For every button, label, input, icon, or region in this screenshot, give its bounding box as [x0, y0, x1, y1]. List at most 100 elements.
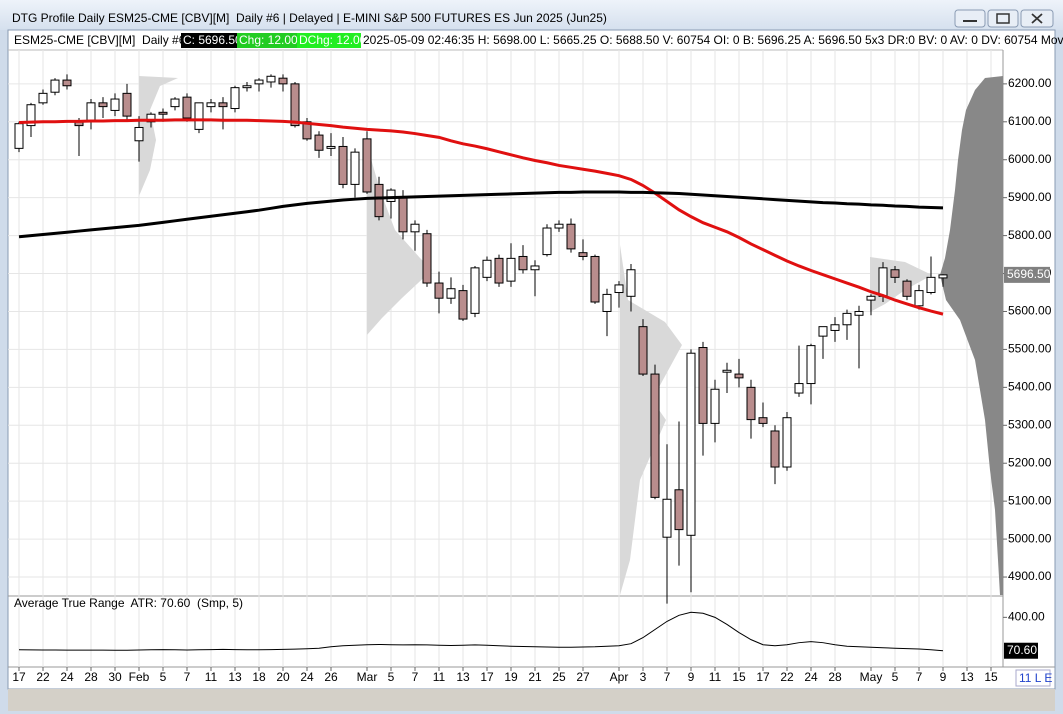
candle-body: [338, 145, 348, 185]
x-tick-label: 13: [228, 670, 242, 684]
x-tick-label: 30: [108, 670, 122, 684]
candle-body: [914, 290, 924, 307]
candle-body: [266, 75, 276, 83]
y-tick-label: 6100.00: [1008, 114, 1052, 128]
candle-body: [638, 326, 648, 375]
marks: [14, 74, 948, 652]
x-tick-label: 7: [664, 670, 671, 684]
y-tick-label: 6200.00: [1008, 76, 1052, 90]
candle-body: [134, 126, 144, 142]
x-tick-label: 15: [732, 670, 746, 684]
candle-body: [98, 102, 108, 108]
y-tick-label: 4900.00: [1008, 569, 1052, 583]
minimize-button[interactable]: [954, 9, 986, 28]
x-tick-label: 11: [709, 670, 722, 684]
header-details: 2025-05-09 02:46:35 H: 5698.00 L: 5665.2…: [363, 33, 1063, 47]
x-tick-label: 7: [412, 670, 419, 684]
x-tick-label: 17: [480, 670, 494, 684]
x-tick-label: 28: [84, 670, 98, 684]
close-badge: [181, 33, 237, 48]
status-badge[interactable]: [1015, 669, 1051, 687]
window-title: DTG Profile Daily ESM25-CME [CBV][M] Dai…: [12, 11, 607, 25]
candle-body: [518, 255, 528, 271]
moving-average: [18, 190, 944, 239]
candle-body: [818, 326, 828, 337]
candle-body: [578, 252, 588, 257]
candle-body: [734, 373, 744, 379]
candle-body: [602, 293, 612, 312]
y-tick-label: 5600.00: [1008, 304, 1052, 318]
y-tick-label: 6000.00: [1008, 152, 1052, 166]
x-tick-label: 21: [528, 670, 542, 684]
x-tick-label: 11: [205, 670, 218, 684]
close-icon: [1031, 13, 1043, 24]
candle-body: [542, 227, 552, 256]
y-tick-label: 5400.00: [1008, 380, 1052, 394]
candle-body: [398, 197, 408, 233]
candle-body: [470, 267, 480, 314]
candle-body: [242, 85, 252, 89]
candle-body: [362, 138, 372, 193]
moving-average: [18, 118, 944, 316]
candle-body: [50, 79, 60, 93]
last-price-label: 5696.50: [1007, 267, 1051, 281]
x-tick-label: 7: [184, 670, 191, 684]
x-tick-label: Feb: [129, 670, 150, 684]
y-tick-label: 5300.00: [1008, 417, 1052, 431]
x-tick-label: 27: [576, 670, 590, 684]
candle-body: [254, 79, 264, 85]
x-tick-label: 19: [504, 670, 518, 684]
x-tick-label: 3: [640, 670, 647, 684]
y-tick-label: 5800.00: [1008, 228, 1052, 242]
dchange-badge: [297, 33, 361, 48]
candle-body: [698, 347, 708, 424]
candle-body: [686, 352, 696, 536]
restore-button[interactable]: [987, 9, 1019, 28]
candle-body: [422, 233, 432, 284]
candle-body: [890, 269, 900, 278]
candle-body: [182, 96, 192, 119]
x-tick-label: 17: [756, 670, 770, 684]
candle-body: [626, 269, 636, 297]
y-tick-label: 400.00: [1008, 610, 1045, 624]
candle-body: [302, 121, 312, 140]
x-tick-label: 13: [456, 670, 470, 684]
candle-body: [614, 284, 624, 294]
candle-body: [62, 79, 72, 87]
header-symbol: ESM25-CME [CBV][M] Daily #6: [14, 33, 186, 47]
last-price-marker: [1004, 266, 1050, 283]
candle-body: [326, 145, 336, 149]
header-change: Chg: 12.00: [239, 33, 298, 47]
candle-body: [158, 111, 168, 115]
candle-body: [710, 388, 720, 424]
candle-body: [314, 134, 324, 151]
change-badge: [237, 33, 297, 48]
candle-body: [566, 223, 576, 250]
x-tick-label: 22: [780, 670, 794, 684]
x-tick-label: 22: [36, 670, 50, 684]
candle-body: [830, 324, 840, 331]
candle-body: [218, 102, 228, 108]
candle-body: [410, 223, 420, 233]
candle-body: [806, 345, 816, 385]
x-tick-label: 24: [804, 670, 818, 684]
x-tick-label: 5: [388, 670, 395, 684]
candle-body: [554, 223, 564, 229]
volume-profile: [139, 76, 178, 196]
candle-body: [26, 104, 36, 127]
y-tick-label: 5200.00: [1008, 455, 1052, 469]
candle-body: [722, 369, 732, 373]
candle-body: [146, 113, 156, 123]
chart-area: [7, 29, 1056, 690]
candle-body: [86, 102, 96, 123]
candle-body: [650, 373, 660, 498]
candle-body: [122, 92, 132, 117]
candle-body: [350, 151, 360, 185]
candle-body: [14, 123, 24, 149]
candle-body: [674, 489, 684, 531]
volume-profile: [367, 145, 432, 335]
candle-body: [746, 386, 756, 421]
candle-body: [494, 257, 504, 284]
x-tick-label: 25: [552, 670, 566, 684]
